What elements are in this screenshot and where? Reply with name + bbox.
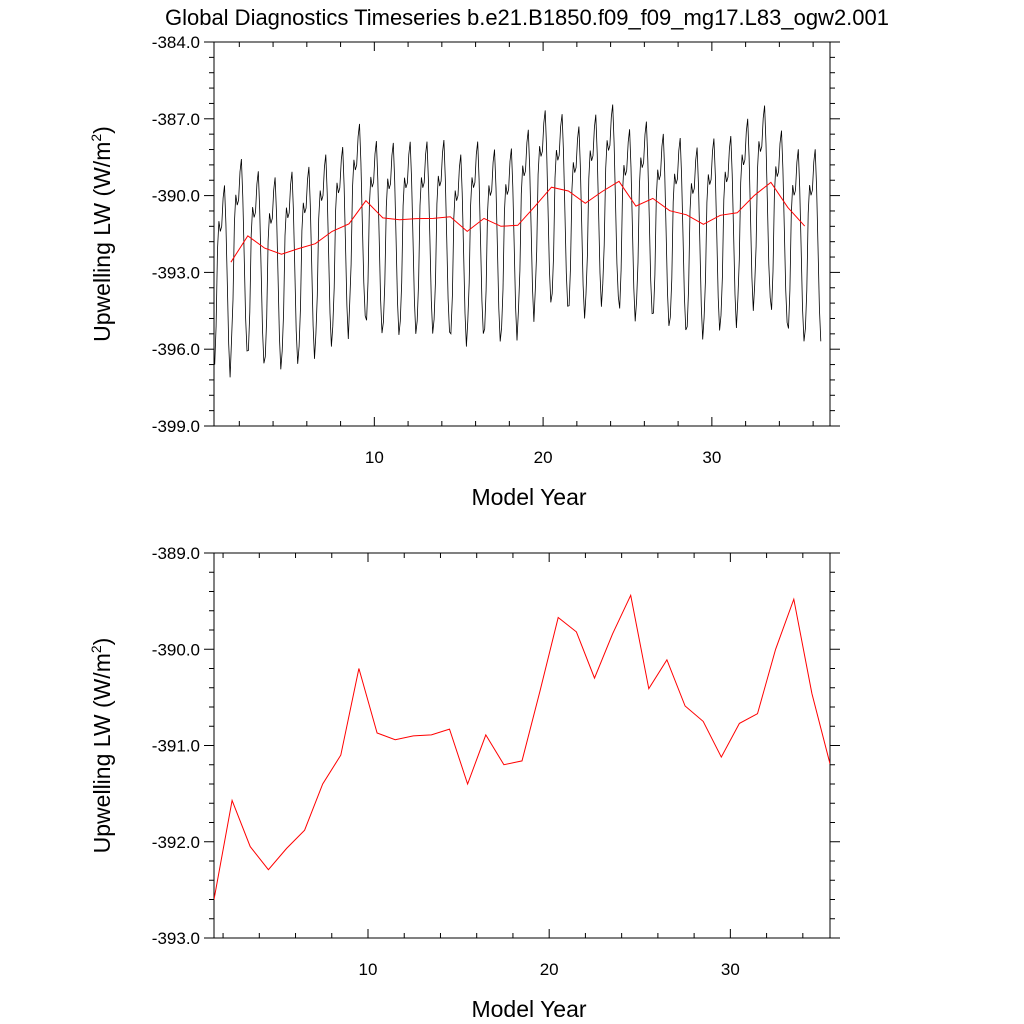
x-tick-label: 10: [359, 960, 378, 979]
plot-area: [214, 593, 830, 900]
x-axis-label: Model Year: [471, 996, 586, 1022]
y-tick-label: -390.0: [152, 640, 200, 659]
y-tick-label: -384.0: [152, 33, 200, 52]
plot-frame: [213, 41, 831, 427]
y-axis-label: Upwelling LW (W/m2): [88, 638, 115, 854]
y-tick-label: -389.0: [152, 544, 200, 563]
x-tick-label: 20: [540, 960, 559, 979]
x-tick-label: 30: [702, 448, 721, 467]
chart-title: Global Diagnostics Timeseries b.e21.B185…: [165, 5, 889, 30]
x-tick-label: 10: [365, 448, 384, 467]
x-axis-label: Model Year: [471, 484, 586, 510]
y-tick-label: -396.0: [152, 340, 200, 359]
x-tick-label: 20: [534, 448, 553, 467]
series-annual-mean: [230, 180, 806, 263]
x-tick-label: 30: [721, 960, 740, 979]
bottom-panel: 10 20 30 -393.0 -392.0 -391.0 -390.0 -389.0 Mode…: [88, 544, 840, 1022]
plot-area: [214, 104, 822, 378]
y-axis-label: Upwelling LW (W/m2): [88, 126, 115, 342]
y-tick-label: -393.0: [152, 929, 200, 948]
series-annual-mean: [214, 593, 830, 900]
y-tick-label: -391.0: [152, 737, 200, 756]
y-tick-label: -392.0: [152, 833, 200, 852]
plot-frame: [213, 552, 831, 939]
y-tick-label: -387.0: [152, 110, 200, 129]
y-tick-label: -399.0: [152, 417, 200, 436]
top-panel: 10 20 30 -399.0 -396.0 -393.0 -390.0 -387.0 -384…: [88, 33, 840, 510]
y-tick-label: -390.0: [152, 187, 200, 206]
y-tick-label: -393.0: [152, 263, 200, 282]
series-monthly: [214, 104, 822, 378]
